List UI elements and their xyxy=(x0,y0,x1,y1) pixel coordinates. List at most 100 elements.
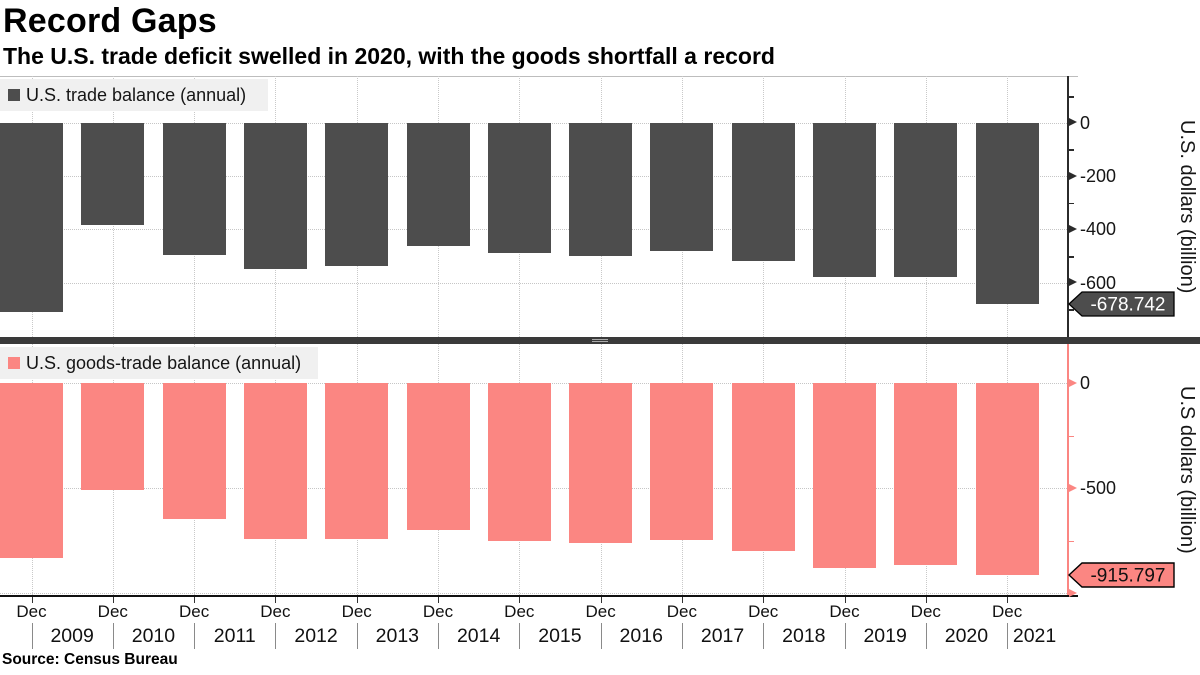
x-tick-month-label: Dec xyxy=(910,602,941,621)
year-separator xyxy=(356,623,358,649)
bar[interactable] xyxy=(487,122,551,254)
x-tick xyxy=(763,597,765,603)
bar[interactable] xyxy=(650,122,714,252)
x-year-label: 2010 xyxy=(131,625,176,647)
y-axis-line xyxy=(1067,76,1069,337)
divider-handle[interactable] xyxy=(592,339,608,340)
x-tick xyxy=(844,597,846,603)
bar[interactable] xyxy=(569,383,633,544)
legend-goods-trade-balance[interactable]: U.S. goods-trade balance (annual) xyxy=(0,347,318,379)
year-separator xyxy=(763,623,765,649)
bar[interactable] xyxy=(0,122,63,312)
bar[interactable] xyxy=(975,383,1039,576)
x-year-label: 2020 xyxy=(944,625,989,647)
x-tick xyxy=(1007,597,1009,603)
page-subtitle: The U.S. trade deficit swelled in 2020, … xyxy=(3,43,775,69)
x-tick xyxy=(438,597,439,603)
year-separator xyxy=(275,623,277,649)
bar[interactable] xyxy=(81,383,145,491)
bar[interactable] xyxy=(894,122,958,277)
y-tick-label: 0 xyxy=(1080,373,1091,393)
year-separator xyxy=(112,623,114,649)
axis-tick-arrow xyxy=(1069,378,1077,387)
x-tick xyxy=(925,597,927,603)
bar[interactable] xyxy=(406,122,470,246)
x-year-label: 2014 xyxy=(456,625,501,647)
x-tick xyxy=(600,597,602,603)
x-year-label: 2015 xyxy=(538,625,582,647)
bar[interactable] xyxy=(569,122,633,257)
x-tick xyxy=(112,597,114,603)
gridline-horizontal xyxy=(0,593,1067,594)
source-note: Source: Census Bureau xyxy=(2,651,178,668)
bar[interactable] xyxy=(813,122,876,278)
bar[interactable] xyxy=(731,383,795,551)
bar[interactable] xyxy=(975,122,1039,304)
legend-swatch-dark xyxy=(8,89,20,101)
bar[interactable] xyxy=(650,383,714,541)
y-minor-tick xyxy=(1069,256,1074,258)
axis-tick-arrow xyxy=(1069,224,1077,233)
bar[interactable] xyxy=(813,383,876,568)
x-tick-month-label: Dec xyxy=(178,602,210,621)
plot-top-border xyxy=(0,76,1078,77)
bar[interactable] xyxy=(325,122,389,267)
axis-tick-arrow xyxy=(1069,171,1077,180)
bar[interactable] xyxy=(731,122,795,261)
x-year-label: 2018 xyxy=(782,625,826,647)
x-tick-month-label: Dec xyxy=(991,602,1023,621)
last-value-tag-bottom: -915.797 xyxy=(1068,562,1175,589)
legend-label: U.S. goods-trade balance (annual) xyxy=(26,352,302,373)
bar[interactable] xyxy=(325,383,389,539)
x-tick-month-label: Dec xyxy=(748,602,779,621)
bar[interactable] xyxy=(162,383,226,520)
y-tick-label: -400 xyxy=(1080,219,1117,240)
y-tick-label: 0 xyxy=(1080,112,1091,133)
x-year-label: 2013 xyxy=(375,625,420,647)
bar[interactable] xyxy=(243,122,307,270)
legend-label: U.S. trade balance (annual) xyxy=(26,84,247,105)
y-minor-tick xyxy=(1069,202,1074,205)
x-year-label: 2021 xyxy=(1012,625,1057,647)
x-tick-month-label: Dec xyxy=(260,602,291,621)
bar[interactable] xyxy=(0,383,63,558)
year-separator xyxy=(844,623,846,649)
divider-handle[interactable] xyxy=(592,341,608,342)
legend-trade-balance[interactable]: U.S. trade balance (annual) xyxy=(0,79,268,111)
gridline-horizontal xyxy=(0,282,1067,284)
x-tick xyxy=(356,597,358,603)
y-axis-title-top: U.S. dollars (billion) xyxy=(1176,119,1198,294)
y-minor-tick xyxy=(1069,96,1074,98)
y-tick-label: -600 xyxy=(1080,272,1117,293)
x-tick xyxy=(31,597,33,603)
year-separator xyxy=(194,623,196,649)
x-tick-month-label: Dec xyxy=(16,602,47,621)
x-tick-month-label: Dec xyxy=(585,602,616,621)
bar[interactable] xyxy=(162,122,226,255)
legend-swatch-pink xyxy=(8,357,20,369)
x-year-label: 2017 xyxy=(700,625,745,647)
x-tick xyxy=(275,597,277,603)
axis-tick-arrow xyxy=(1069,483,1077,492)
year-separator xyxy=(600,623,602,649)
x-tick-month-label: Dec xyxy=(829,602,860,621)
svg-text:-915.797: -915.797 xyxy=(1090,566,1165,587)
x-tick xyxy=(519,597,521,603)
x-tick-month-label: Dec xyxy=(504,602,535,621)
year-separator xyxy=(925,623,927,649)
year-separator xyxy=(438,623,439,649)
last-value-tag-top: -678.742 xyxy=(1068,291,1175,317)
x-year-label: 2011 xyxy=(213,625,256,647)
bar[interactable] xyxy=(487,383,551,542)
bar[interactable] xyxy=(894,383,958,565)
bar[interactable] xyxy=(81,122,145,226)
bar[interactable] xyxy=(243,383,307,539)
y-minor-tick xyxy=(1069,435,1074,437)
y-minor-tick xyxy=(1069,149,1074,151)
panel-divider[interactable] xyxy=(0,337,1200,344)
svg-text:-678.742: -678.742 xyxy=(1090,294,1165,315)
year-separator xyxy=(31,623,33,649)
page-title: Record Gaps xyxy=(3,2,217,40)
bar[interactable] xyxy=(406,383,470,531)
